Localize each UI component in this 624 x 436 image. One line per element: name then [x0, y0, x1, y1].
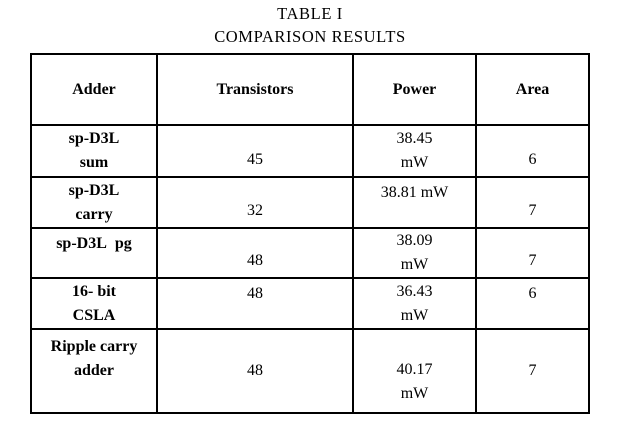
- transistors-value: 48: [247, 285, 263, 302]
- power-value: 38.09: [396, 232, 433, 249]
- table-caption-title: COMPARISON RESULTS: [214, 27, 406, 46]
- table-caption: TABLE I COMPARISON RESULTS: [30, 2, 590, 48]
- area-value: 6: [528, 285, 537, 302]
- cell-power-row3: 38.09 mW: [354, 229, 477, 279]
- header-cell-adder: Adder: [32, 55, 158, 126]
- power-unit: mW: [400, 385, 429, 402]
- header-label: Adder: [72, 80, 116, 98]
- cell-area-row3: 7: [477, 229, 588, 279]
- area-value: 7: [528, 362, 537, 379]
- adder-name-line: CSLA: [72, 306, 116, 324]
- cell-power-row5: 40.17 mW: [354, 330, 477, 412]
- table-caption-number: TABLE I: [277, 4, 343, 23]
- area-value: 7: [528, 202, 537, 219]
- cell-transistors-row4: 48: [158, 279, 354, 330]
- area-value: 6: [528, 151, 537, 168]
- cell-transistors-row3: 48: [158, 229, 354, 279]
- power-value: 36.43: [396, 282, 433, 300]
- transistors-value: 48: [247, 362, 263, 379]
- power-value: 40.17: [396, 361, 433, 378]
- adder-name-line: sp-D3L pg: [56, 235, 132, 252]
- header-cell-transistors: Transistors: [158, 55, 354, 126]
- cell-adder-row1: sp-D3L sum: [32, 126, 158, 178]
- power-value: 38.81 mW: [380, 184, 449, 201]
- cell-transistors-row2: 32: [158, 178, 354, 229]
- transistors-value: 48: [247, 252, 263, 269]
- transistors-value: 32: [247, 202, 263, 219]
- adder-name-line: Ripple carry: [50, 338, 138, 355]
- power-unit: mW: [400, 306, 429, 324]
- adder-name-line: sp-D3L: [68, 130, 120, 147]
- header-label: Power: [392, 80, 437, 98]
- cell-area-row5: 7: [477, 330, 588, 412]
- cell-transistors-row5: 48: [158, 330, 354, 412]
- header-cell-power: Power: [354, 55, 477, 126]
- adder-name-line: carry: [75, 205, 113, 223]
- adder-name-line: sum: [79, 154, 109, 171]
- header-label: Transistors: [216, 80, 294, 98]
- comparison-table: Adder Transistors Power Area sp-D3L sum …: [30, 53, 590, 414]
- area-value: 7: [528, 252, 537, 269]
- power-unit: mW: [400, 256, 429, 273]
- cell-transistors-row1: 45: [158, 126, 354, 178]
- cell-area-row2: 7: [477, 178, 588, 229]
- cell-adder-row3: sp-D3L pg: [32, 229, 158, 279]
- power-value: 38.45: [396, 130, 433, 147]
- cell-adder-row4: 16- bit CSLA: [32, 279, 158, 330]
- cell-power-row4: 36.43 mW: [354, 279, 477, 330]
- transistors-value: 45: [247, 151, 263, 168]
- adder-name-line: adder: [74, 362, 114, 379]
- adder-name-line: sp-D3L: [68, 181, 120, 199]
- power-unit: mW: [400, 154, 429, 171]
- cell-power-row2: 38.81 mW: [354, 178, 477, 229]
- cell-adder-row5: Ripple carry adder: [32, 330, 158, 412]
- header-label: Area: [515, 80, 550, 98]
- cell-area-row1: 6: [477, 126, 588, 178]
- header-cell-area: Area: [477, 55, 588, 126]
- cell-area-row4: 6: [477, 279, 588, 330]
- cell-adder-row2: sp-D3L carry: [32, 178, 158, 229]
- adder-name-line: 16- bit: [72, 282, 116, 300]
- cell-power-row1: 38.45 mW: [354, 126, 477, 178]
